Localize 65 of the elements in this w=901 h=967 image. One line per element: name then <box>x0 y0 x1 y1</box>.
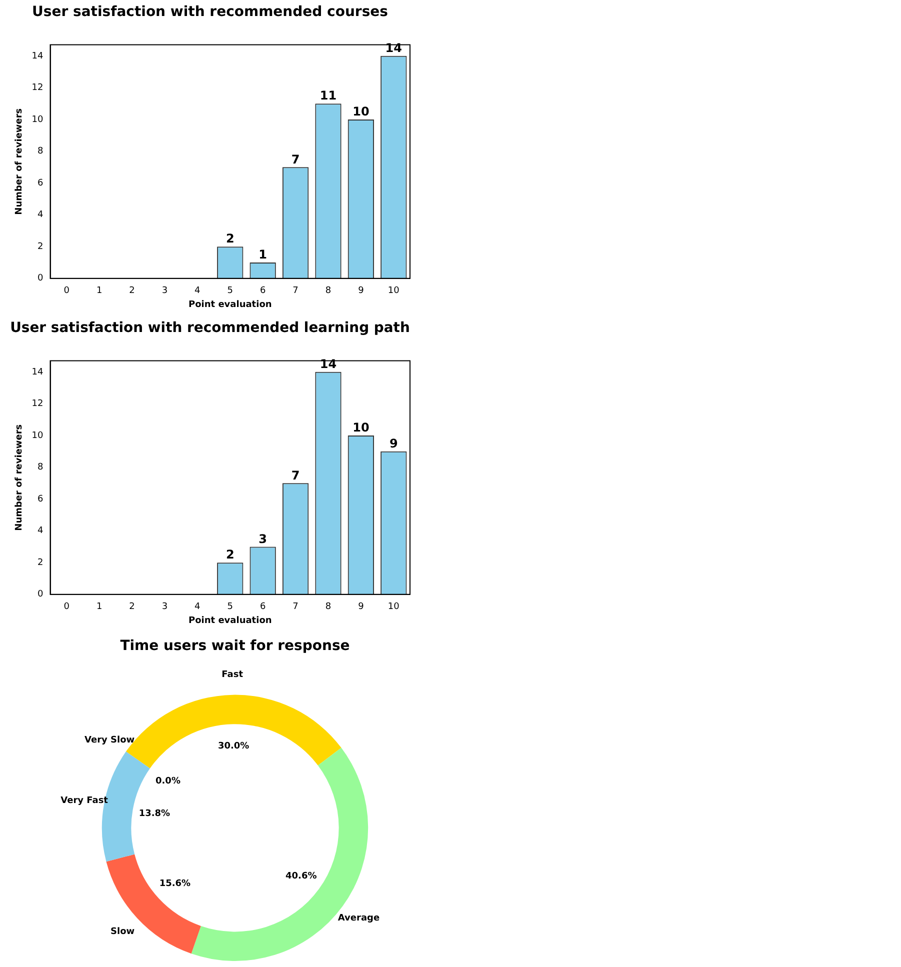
data-label: 9 <box>389 436 398 451</box>
slice-label: Very Fast <box>60 796 109 806</box>
data-label: 3 <box>258 532 268 546</box>
y-axis-title: Number of reviewers <box>14 108 25 215</box>
data-label: 2 <box>226 232 234 246</box>
category-label: Very Slow <box>84 735 135 746</box>
y-tick-label: 8 <box>38 462 44 473</box>
x-tick-label: 2 <box>129 286 135 296</box>
text: 0.0% <box>155 776 180 786</box>
data-label: 2 <box>226 548 234 562</box>
x-tick-label: 3 <box>162 602 168 612</box>
data-label: 15.6% <box>159 878 191 889</box>
x-tick-label: 7 <box>292 602 298 612</box>
x-tick-label: 5 <box>227 286 233 296</box>
y-tick-label: 8 <box>38 146 44 157</box>
x-tick-label: 10 <box>388 286 400 296</box>
y-tick-label: 4 <box>38 210 44 220</box>
slice-label: Fast <box>222 670 244 680</box>
y-tick-label: 4 <box>38 526 44 536</box>
slice-label: Slow <box>110 927 135 938</box>
x-tick-label: 10 <box>388 602 400 612</box>
data-label: 10 <box>352 420 370 435</box>
x-tick-label: 5 <box>227 602 233 612</box>
x-tick-label: 4 <box>194 286 201 296</box>
x-tick-label: 4 <box>194 602 201 612</box>
x-tick-label: 9 <box>358 286 364 296</box>
data-label: 10 <box>352 104 370 119</box>
x-tick-label: 1 <box>96 602 102 612</box>
chart-title: User satisfaction with recommended courses <box>32 4 388 20</box>
y-tick-label: 0 <box>38 274 44 284</box>
y-tick-label: 14 <box>32 367 44 378</box>
y-tick-label: 0 <box>38 590 44 600</box>
x-tick-label: 3 <box>162 286 168 296</box>
y-tick-label: 2 <box>38 242 44 252</box>
y-tick-label: 2 <box>38 558 44 568</box>
x-tick-label: 6 <box>260 286 266 296</box>
y-tick-label: 6 <box>38 494 44 504</box>
data-label: 11 <box>320 88 337 103</box>
x-tick-label: 9 <box>358 602 364 612</box>
x-tick-label: 8 <box>325 602 332 612</box>
data-label: 40.6% <box>286 871 317 882</box>
data-label: 30.0% <box>218 741 250 752</box>
x-tick-label: 0 <box>64 602 70 612</box>
chart-title: User satisfaction with recommended learning path <box>10 320 410 336</box>
y-tick-label: 10 <box>32 114 44 125</box>
x-axis-title: Point evaluation <box>188 300 272 310</box>
data-label: 1 <box>258 248 268 262</box>
y-tick-label: 10 <box>32 430 44 441</box>
x-tick-label: 2 <box>129 602 135 612</box>
x-tick-label: 0 <box>64 286 70 296</box>
x-tick-label: 1 <box>96 286 102 296</box>
data-label: 7 <box>291 468 300 482</box>
y-axis-title: Number of reviewers <box>14 424 25 531</box>
x-tick-label: 6 <box>260 602 266 612</box>
chart-title: Time users wait for response <box>120 638 350 654</box>
y-tick-label: 6 <box>38 178 44 188</box>
x-tick-label: 8 <box>325 286 332 296</box>
y-tick-label: 14 <box>32 51 44 62</box>
slice-label: Average <box>338 913 380 924</box>
x-axis-title: Point evaluation <box>188 616 272 626</box>
y-tick-label: 12 <box>32 83 44 94</box>
data-label: 7 <box>291 152 300 166</box>
y-tick-label: 12 <box>32 399 44 410</box>
x-tick-label: 7 <box>292 286 298 296</box>
data-label: 13.8% <box>138 808 170 819</box>
